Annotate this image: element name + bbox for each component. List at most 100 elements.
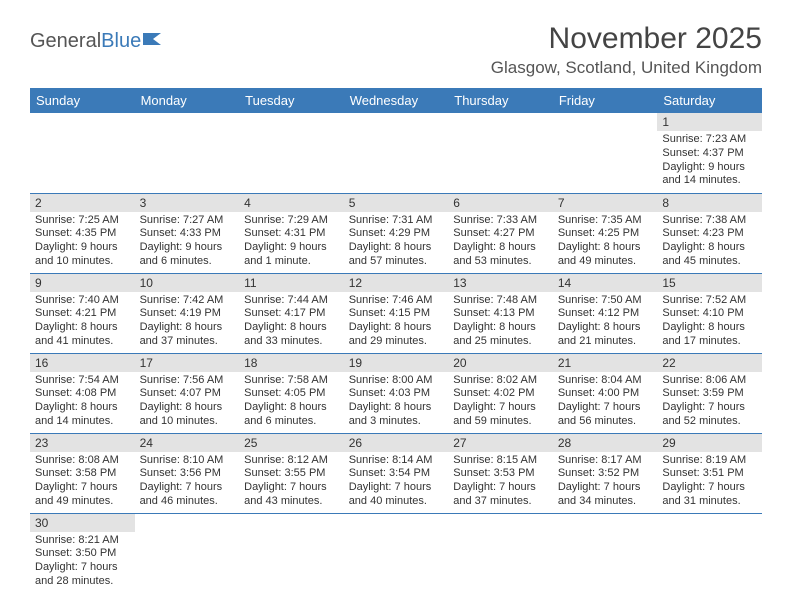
- calendar-week-row: 23Sunrise: 8:08 AMSunset: 3:58 PMDayligh…: [30, 433, 762, 513]
- sunset-text: Sunset: 4:27 PM: [453, 227, 548, 241]
- sunset-text: Sunset: 3:56 PM: [140, 467, 235, 481]
- day-details: Sunrise: 7:38 AMSunset: 4:23 PMDaylight:…: [657, 212, 762, 271]
- calendar-day-cell: 5 Sunrise: 7:31 AMSunset: 4:29 PMDaylight…: [344, 193, 449, 273]
- sunset-text: Sunset: 3:59 PM: [662, 387, 757, 401]
- location: Glasgow, Scotland, United Kingdom: [491, 58, 762, 78]
- day-number: 21: [553, 354, 658, 372]
- calendar-empty-cell: [30, 113, 135, 193]
- calendar-day-cell: 11Sunrise: 7:44 AMSunset: 4:17 PMDayligh…: [239, 273, 344, 353]
- daylight-text: Daylight: 8 hours: [35, 321, 130, 335]
- daylight-text-2: and 37 minutes.: [453, 495, 548, 509]
- calendar-day-cell: 22Sunrise: 8:06 AMSunset: 3:59 PMDayligh…: [657, 353, 762, 433]
- calendar-day-cell: 13Sunrise: 7:48 AMSunset: 4:13 PMDayligh…: [448, 273, 553, 353]
- sunrise-text: Sunrise: 7:35 AM: [558, 214, 653, 228]
- sunrise-text: Sunrise: 8:04 AM: [558, 374, 653, 388]
- calendar-week-row: 16Sunrise: 7:54 AMSunset: 4:08 PMDayligh…: [30, 353, 762, 433]
- sunrise-text: Sunrise: 7:46 AM: [349, 294, 444, 308]
- sunrise-text: Sunrise: 7:27 AM: [140, 214, 235, 228]
- day-number: 3: [135, 194, 240, 212]
- sunrise-text: Sunrise: 8:12 AM: [244, 454, 339, 468]
- day-details: Sunrise: 7:27 AMSunset: 4:33 PMDaylight:…: [135, 212, 240, 271]
- day-details: Sunrise: 7:25 AMSunset: 4:35 PMDaylight:…: [30, 212, 135, 271]
- daylight-text-2: and 10 minutes.: [140, 415, 235, 429]
- daylight-text: Daylight: 7 hours: [558, 401, 653, 415]
- day-details: Sunrise: 8:08 AMSunset: 3:58 PMDaylight:…: [30, 452, 135, 511]
- calendar-day-cell: 2Sunrise: 7:25 AMSunset: 4:35 PMDaylight…: [30, 193, 135, 273]
- daylight-text-2: and 41 minutes.: [35, 335, 130, 349]
- daylight-text: Daylight: 7 hours: [453, 481, 548, 495]
- daylight-text-2: and 31 minutes.: [662, 495, 757, 509]
- day-details: Sunrise: 7:50 AMSunset: 4:12 PMDaylight:…: [553, 292, 658, 351]
- sunrise-text: Sunrise: 7:23 AM: [662, 133, 757, 147]
- sunset-text: Sunset: 4:29 PM: [349, 227, 444, 241]
- day-number: 18: [239, 354, 344, 372]
- day-number: 28: [553, 434, 658, 452]
- weekday-header: Thursday: [448, 88, 553, 113]
- daylight-text-2: and 46 minutes.: [140, 495, 235, 509]
- sunrise-text: Sunrise: 7:31 AM: [349, 214, 444, 228]
- day-number: 23: [30, 434, 135, 452]
- daylight-text: Daylight: 8 hours: [349, 241, 444, 255]
- weekday-header: Sunday: [30, 88, 135, 113]
- daylight-text-2: and 25 minutes.: [453, 335, 548, 349]
- sunset-text: Sunset: 4:08 PM: [35, 387, 130, 401]
- sunset-text: Sunset: 3:50 PM: [35, 547, 130, 561]
- daylight-text-2: and 14 minutes.: [662, 174, 757, 188]
- sunrise-text: Sunrise: 8:06 AM: [662, 374, 757, 388]
- sunset-text: Sunset: 4:02 PM: [453, 387, 548, 401]
- calendar-day-cell: 30Sunrise: 8:21 AMSunset: 3:50 PMDayligh…: [30, 513, 135, 593]
- daylight-text: Daylight: 7 hours: [35, 481, 130, 495]
- daylight-text: Daylight: 7 hours: [662, 401, 757, 415]
- header: GeneralBlue November 2025 Glasgow, Scotl…: [30, 22, 762, 78]
- title-block: November 2025 Glasgow, Scotland, United …: [491, 22, 762, 78]
- daylight-text-2: and 57 minutes.: [349, 255, 444, 269]
- weekday-header: Tuesday: [239, 88, 344, 113]
- sunset-text: Sunset: 4:00 PM: [558, 387, 653, 401]
- day-number: 15: [657, 274, 762, 292]
- daylight-text-2: and 10 minutes.: [35, 255, 130, 269]
- day-details: Sunrise: 7:23 AMSunset: 4:37 PMDaylight:…: [657, 131, 762, 190]
- calendar-day-cell: 6Sunrise: 7:33 AMSunset: 4:27 PMDaylight…: [448, 193, 553, 273]
- sunset-text: Sunset: 3:55 PM: [244, 467, 339, 481]
- day-number: 9: [30, 274, 135, 292]
- day-details: Sunrise: 7:46 AMSunset: 4:15 PMDaylight:…: [344, 292, 449, 351]
- day-number: 7: [553, 194, 658, 212]
- sunrise-text: Sunrise: 8:10 AM: [140, 454, 235, 468]
- sunrise-text: Sunrise: 8:00 AM: [349, 374, 444, 388]
- calendar-day-cell: 20Sunrise: 8:02 AMSunset: 4:02 PMDayligh…: [448, 353, 553, 433]
- logo-text-2: Blue: [101, 30, 141, 53]
- daylight-text: Daylight: 8 hours: [453, 321, 548, 335]
- sunrise-text: Sunrise: 8:19 AM: [662, 454, 757, 468]
- daylight-text: Daylight: 7 hours: [453, 401, 548, 415]
- day-number: 5: [344, 194, 449, 212]
- sunrise-text: Sunrise: 7:38 AM: [662, 214, 757, 228]
- day-details: Sunrise: 7:40 AMSunset: 4:21 PMDaylight:…: [30, 292, 135, 351]
- daylight-text-2: and 45 minutes.: [662, 255, 757, 269]
- daylight-text: Daylight: 7 hours: [244, 481, 339, 495]
- day-number: 11: [239, 274, 344, 292]
- daylight-text-2: and 29 minutes.: [349, 335, 444, 349]
- sunset-text: Sunset: 3:53 PM: [453, 467, 548, 481]
- sunset-text: Sunset: 4:33 PM: [140, 227, 235, 241]
- day-details: Sunrise: 7:58 AMSunset: 4:05 PMDaylight:…: [239, 372, 344, 431]
- calendar-day-cell: 21 Sunrise: 8:04 AMSunset: 4:00 PMDayligh…: [553, 353, 658, 433]
- daylight-text-2: and 33 minutes.: [244, 335, 339, 349]
- sunrise-text: Sunrise: 7:42 AM: [140, 294, 235, 308]
- calendar-day-cell: 12Sunrise: 7:46 AMSunset: 4:15 PMDayligh…: [344, 273, 449, 353]
- sunrise-text: Sunrise: 7:54 AM: [35, 374, 130, 388]
- day-details: Sunrise: 8:02 AMSunset: 4:02 PMDaylight:…: [448, 372, 553, 431]
- calendar-empty-cell: [657, 513, 762, 593]
- sunrise-text: Sunrise: 7:44 AM: [244, 294, 339, 308]
- sunset-text: Sunset: 4:25 PM: [558, 227, 653, 241]
- sunset-text: Sunset: 4:10 PM: [662, 307, 757, 321]
- sunrise-text: Sunrise: 7:50 AM: [558, 294, 653, 308]
- sunset-text: Sunset: 4:07 PM: [140, 387, 235, 401]
- weekday-header: Monday: [135, 88, 240, 113]
- daylight-text: Daylight: 7 hours: [349, 481, 444, 495]
- day-details: Sunrise: 8:10 AMSunset: 3:56 PMDaylight:…: [135, 452, 240, 511]
- flag-icon: [143, 30, 165, 53]
- day-number: 29: [657, 434, 762, 452]
- sunset-text: Sunset: 4:03 PM: [349, 387, 444, 401]
- day-details: Sunrise: 8:21 AMSunset: 3:50 PMDaylight:…: [30, 532, 135, 591]
- calendar-day-cell: 7Sunrise: 7:35 AMSunset: 4:25 PMDaylight…: [553, 193, 658, 273]
